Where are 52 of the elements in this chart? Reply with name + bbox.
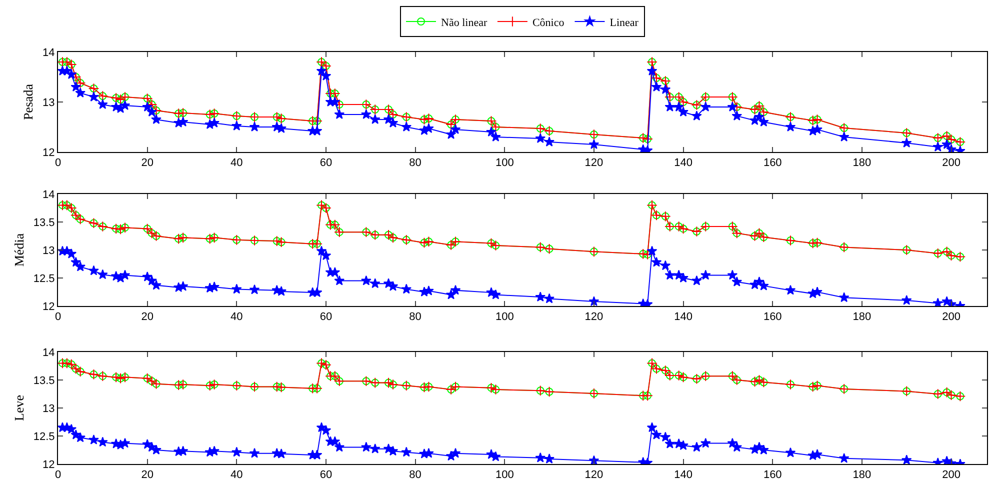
x-tick-label: 40 <box>230 311 243 324</box>
x-tick-label: 120 <box>584 469 604 482</box>
x-tick-label: 120 <box>584 157 604 170</box>
x-tick-label: 40 <box>230 157 243 170</box>
y-tick-label: 14 <box>42 346 55 359</box>
x-tick-label: 140 <box>674 311 692 324</box>
y-tick-label: 13 <box>42 402 55 415</box>
x-tick-label: 0 <box>54 311 62 324</box>
y-tick-label: 13 <box>42 96 55 109</box>
x-tick-label: 80 <box>409 311 422 324</box>
x-tick-label: 140 <box>674 469 692 482</box>
y-tick-label: 13 <box>42 244 55 257</box>
y-tick-label: 13.5 <box>33 374 55 387</box>
x-tick-label: 0 <box>54 469 62 482</box>
x-tick-label: 20 <box>141 311 154 324</box>
x-tick-label: 20 <box>141 469 154 482</box>
x-tick-label: 200 <box>942 311 960 324</box>
y-tick-label: 14 <box>42 46 55 59</box>
x-tick-label: 120 <box>584 311 604 324</box>
y-axis-title: Média <box>11 233 26 267</box>
y-axis-title: Pesada <box>20 84 36 120</box>
x-tick-label: 140 <box>674 157 692 170</box>
x-tick-label: 80 <box>409 157 422 170</box>
y-axis-title: Leve <box>11 394 26 421</box>
y-tick-label: 12.5 <box>33 272 55 285</box>
x-tick-label: 100 <box>495 311 514 324</box>
x-tick-label: 160 <box>763 311 782 324</box>
x-tick-label: 60 <box>320 157 332 170</box>
y-tick-label: 12 <box>42 458 55 471</box>
x-tick-label: 200 <box>942 469 960 482</box>
y-tick-label: 12.5 <box>33 430 55 443</box>
x-tick-label: 60 <box>320 311 332 324</box>
x-tick-label: 40 <box>230 469 243 482</box>
x-tick-label: 80 <box>409 469 422 482</box>
x-tick-label: 180 <box>852 311 872 324</box>
legend-label: Linear <box>610 16 639 29</box>
x-tick-label: 200 <box>942 157 960 170</box>
y-tick-label: 12 <box>42 146 55 159</box>
y-tick-label: 13.5 <box>33 216 55 229</box>
x-tick-label: 60 <box>320 469 332 482</box>
x-tick-label: 0 <box>54 157 62 170</box>
y-tick-label: 14 <box>42 188 55 201</box>
legend-label: Não linear <box>441 16 488 29</box>
x-tick-label: 100 <box>495 469 514 482</box>
x-tick-label: 160 <box>763 157 782 170</box>
legend-label: Cônico <box>532 16 565 29</box>
x-tick-label: 20 <box>141 157 154 170</box>
x-tick-label: 180 <box>852 157 872 170</box>
x-tick-label: 160 <box>763 469 782 482</box>
x-tick-label: 180 <box>852 469 872 482</box>
y-tick-label: 12 <box>42 300 55 313</box>
x-tick-label: 100 <box>495 157 514 170</box>
